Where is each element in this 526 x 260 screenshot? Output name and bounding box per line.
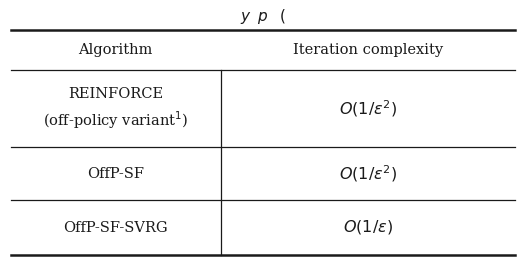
Text: $y\;\;p\;\;\;($: $y\;\;p\;\;\;($ bbox=[240, 6, 286, 25]
Text: OffP-SF-SVRG: OffP-SF-SVRG bbox=[64, 220, 168, 235]
Text: Iteration complexity: Iteration complexity bbox=[293, 43, 443, 57]
Text: $\mathit{O}(1/\epsilon)$: $\mathit{O}(1/\epsilon)$ bbox=[343, 218, 393, 237]
Text: $\mathit{O}(1/\epsilon^2)$: $\mathit{O}(1/\epsilon^2)$ bbox=[339, 98, 397, 119]
Text: REINFORCE
(off-policy variant$^1$): REINFORCE (off-policy variant$^1$) bbox=[43, 87, 188, 131]
Text: OffP-SF: OffP-SF bbox=[87, 167, 144, 180]
Text: Algorithm: Algorithm bbox=[78, 43, 153, 57]
Text: $\mathit{O}(1/\epsilon^2)$: $\mathit{O}(1/\epsilon^2)$ bbox=[339, 163, 397, 184]
